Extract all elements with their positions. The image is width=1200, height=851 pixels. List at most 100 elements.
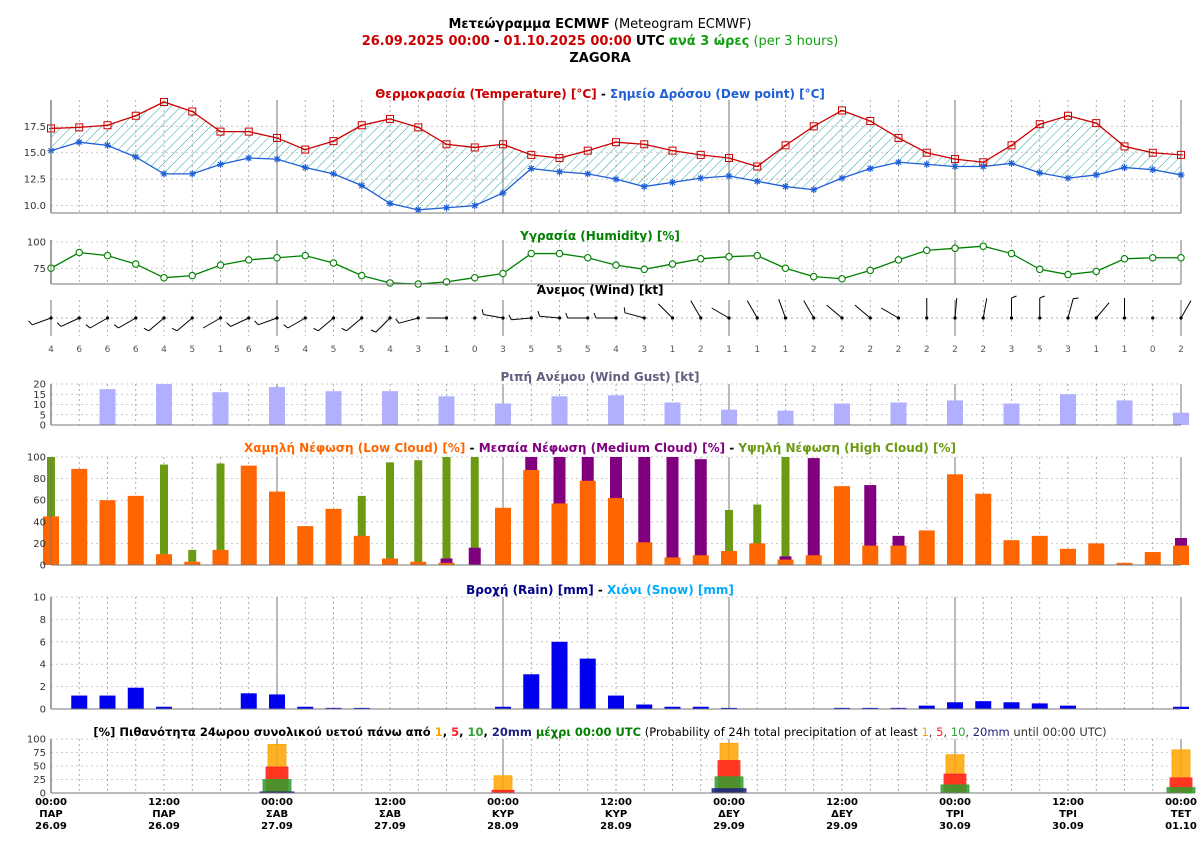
dew-point-point — [1092, 171, 1100, 179]
wind-barb-shaft — [746, 300, 758, 319]
humidity-point — [838, 274, 846, 283]
temperature-point — [696, 150, 705, 159]
precip-tick-label: 0 — [40, 705, 46, 716]
x-axis-day-label: ΚΥΡ — [605, 809, 627, 820]
x-axis-date-label: 28.09 — [600, 821, 632, 832]
temperature-point — [753, 162, 762, 171]
temp-panel-title: Θερμοκρασία (Temperature) [°C] - Σημείο … — [375, 87, 825, 101]
wind-speed-label: 5 — [557, 345, 563, 355]
rain-bar — [1031, 703, 1048, 709]
precip-panel-title-part: Χιόνι (Snow) [mm] — [607, 583, 734, 597]
low-cloud-bar — [608, 498, 624, 565]
rain-bar — [71, 695, 88, 709]
precip-tick-label: 2 — [40, 682, 46, 693]
dew-point-mark — [697, 175, 704, 182]
x-axis-time-label: 00:00 — [713, 797, 745, 808]
prob-panel-title-part: until 00:00 UTC) — [1010, 725, 1107, 739]
low-cloud-bar — [890, 545, 907, 565]
wind-speed-label: 4 — [161, 345, 167, 355]
dew-point-point — [753, 177, 761, 185]
prob-panel-title: [%] Πιθανότητα 24ωρου συνολικού υετού πά… — [93, 725, 1106, 739]
humidity-point — [160, 273, 168, 282]
wind-barb-shaft — [230, 317, 249, 327]
wind-barb-shaft — [118, 317, 136, 329]
wind-barb — [143, 316, 166, 332]
wind-barb — [85, 316, 110, 329]
temp-dew-spread-fill — [51, 102, 1181, 210]
dew-point-mark — [500, 189, 506, 196]
low-cloud-bar — [297, 526, 314, 565]
dew-point-mark — [443, 204, 450, 211]
temperature-point — [1148, 148, 1157, 157]
low-cloud-bar — [1088, 543, 1105, 565]
medium-cloud-bar — [864, 485, 877, 565]
low-cloud-bar — [1003, 540, 1020, 565]
x-axis-day-label: ΠΑΡ — [152, 809, 175, 820]
wind-speed-label: 2 — [839, 345, 845, 355]
wind-barb-shaft — [982, 298, 988, 319]
wind-speed-label: 3 — [1009, 345, 1015, 355]
wind-barb — [113, 316, 138, 329]
humidity-tick-label: 75 — [33, 264, 46, 275]
high-cloud-bar — [470, 457, 479, 565]
dew-point-point — [1036, 169, 1044, 177]
wind-barb-shaft — [287, 317, 306, 329]
high-cloud-bar — [442, 457, 451, 565]
x-axis-time-label: 00:00 — [35, 797, 67, 808]
gust-tick-label: 10 — [33, 400, 46, 411]
temperature-point — [1177, 150, 1185, 159]
dew-point-mark — [245, 155, 252, 161]
low-cloud-bar — [99, 500, 116, 565]
dew-point-mark — [387, 200, 393, 207]
wind-barb — [880, 307, 901, 320]
rain-bar — [127, 687, 144, 709]
low-cloud-bar — [918, 530, 935, 565]
dew-point-point — [640, 183, 648, 191]
temperature-point — [357, 121, 366, 130]
gust-panel-title: Ριπή Ανέμου (Wind Gust) [kt] — [501, 370, 700, 384]
wind-barb-shaft — [711, 307, 730, 319]
low-cloud-bar — [636, 542, 653, 565]
x-axis-time-label: 00:00 — [939, 797, 971, 808]
rain-bar — [721, 707, 737, 709]
dew-point-mark — [1093, 172, 1100, 178]
wind-barb-feather — [283, 324, 289, 329]
wind-barb-shaft — [89, 317, 108, 329]
wind-speed-label: 6 — [246, 345, 252, 355]
wind-speed-label: 1 — [1093, 345, 1099, 355]
wind-barb — [1179, 300, 1192, 320]
temperature-point — [160, 98, 168, 106]
wind-barb — [1151, 316, 1155, 320]
humidity-point — [1007, 249, 1016, 258]
wind-barb-feather — [254, 320, 259, 326]
humidity-point — [132, 260, 140, 268]
dew-point-mark — [217, 161, 224, 168]
wind-gust-bar — [212, 392, 229, 425]
prob-panel-title-part: , — [459, 725, 467, 739]
dew-point-point — [386, 199, 394, 207]
rain-bar — [325, 707, 342, 709]
temperature-point — [470, 143, 479, 152]
dew-point-point — [217, 160, 224, 168]
prob-panel-title-part: 20mm — [973, 725, 1010, 739]
humidity-point — [555, 249, 564, 258]
temperature-point — [612, 138, 620, 147]
wind-gust-bar — [382, 391, 398, 425]
medium-cloud-bar — [440, 558, 453, 565]
rain-bar — [890, 707, 907, 709]
precip-panel-title: Βροχή (Rain) [mm] - Χιόνι (Snow) [mm] — [466, 583, 734, 597]
x-axis-time-label: 12:00 — [374, 797, 406, 808]
wind-barb-shaft — [375, 317, 391, 333]
wind-barb — [565, 312, 590, 320]
wind-barb-feather — [1073, 297, 1079, 300]
x-axis-date-label: 29.09 — [713, 821, 745, 832]
header-step-gr: ανά 3 ώρες — [668, 34, 750, 49]
rain-bar — [918, 705, 935, 709]
temp-panel-title-part: Θερμοκρασία (Temperature) [°C] — [375, 87, 597, 101]
temperature-point — [583, 146, 592, 155]
humidity-point — [951, 244, 959, 253]
wind-speed-label: 5 — [274, 345, 280, 355]
dew-point-point — [443, 204, 450, 212]
humidity-point — [781, 264, 790, 272]
humidity-point — [1064, 270, 1072, 279]
